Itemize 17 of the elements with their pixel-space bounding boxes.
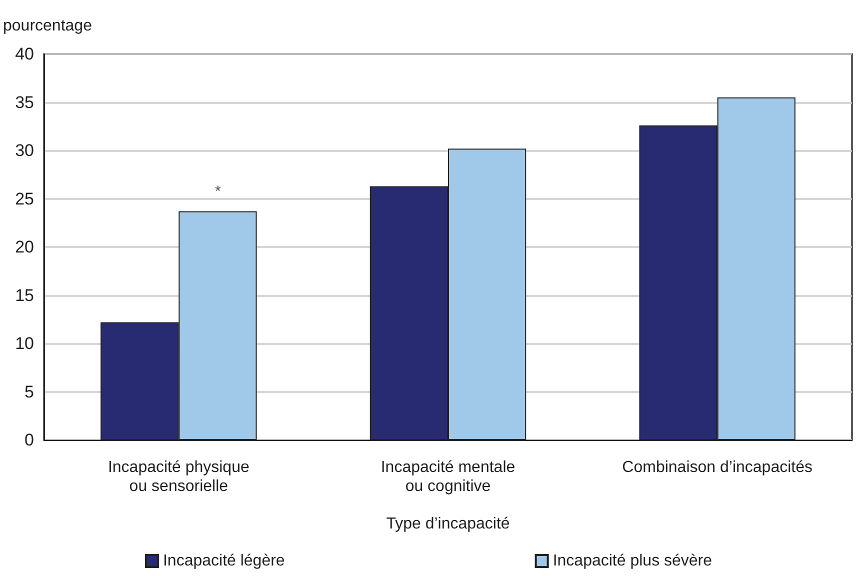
y-tick-label: 10: [15, 334, 34, 353]
x-axis-title: Type d’incapacité: [386, 516, 510, 532]
y-tick-label: 35: [15, 92, 34, 112]
y-tick-label: 20: [15, 238, 34, 256]
y-tick-label: 5: [24, 382, 34, 402]
y-tick-label: 40: [15, 44, 34, 64]
y-tick-label: 15: [15, 286, 34, 305]
y-tick-label: 25: [15, 189, 34, 208]
x-tick-label: Combinaison d’incapacités: [622, 459, 812, 476]
y-tick-label: 0: [24, 430, 34, 450]
annotation: *: [214, 182, 221, 200]
x-tick-label: Incapacité mentale ou cognitive: [380, 459, 516, 495]
y-axis-title: pourcentage: [3, 18, 92, 34]
legend-label: Incapacité légère: [162, 552, 285, 570]
x-tick-label: Incapacité physique ou sensorielle: [108, 459, 250, 495]
y-tick-label: 30: [15, 141, 34, 160]
legend-label: Incapacité plus sévère: [552, 552, 712, 570]
